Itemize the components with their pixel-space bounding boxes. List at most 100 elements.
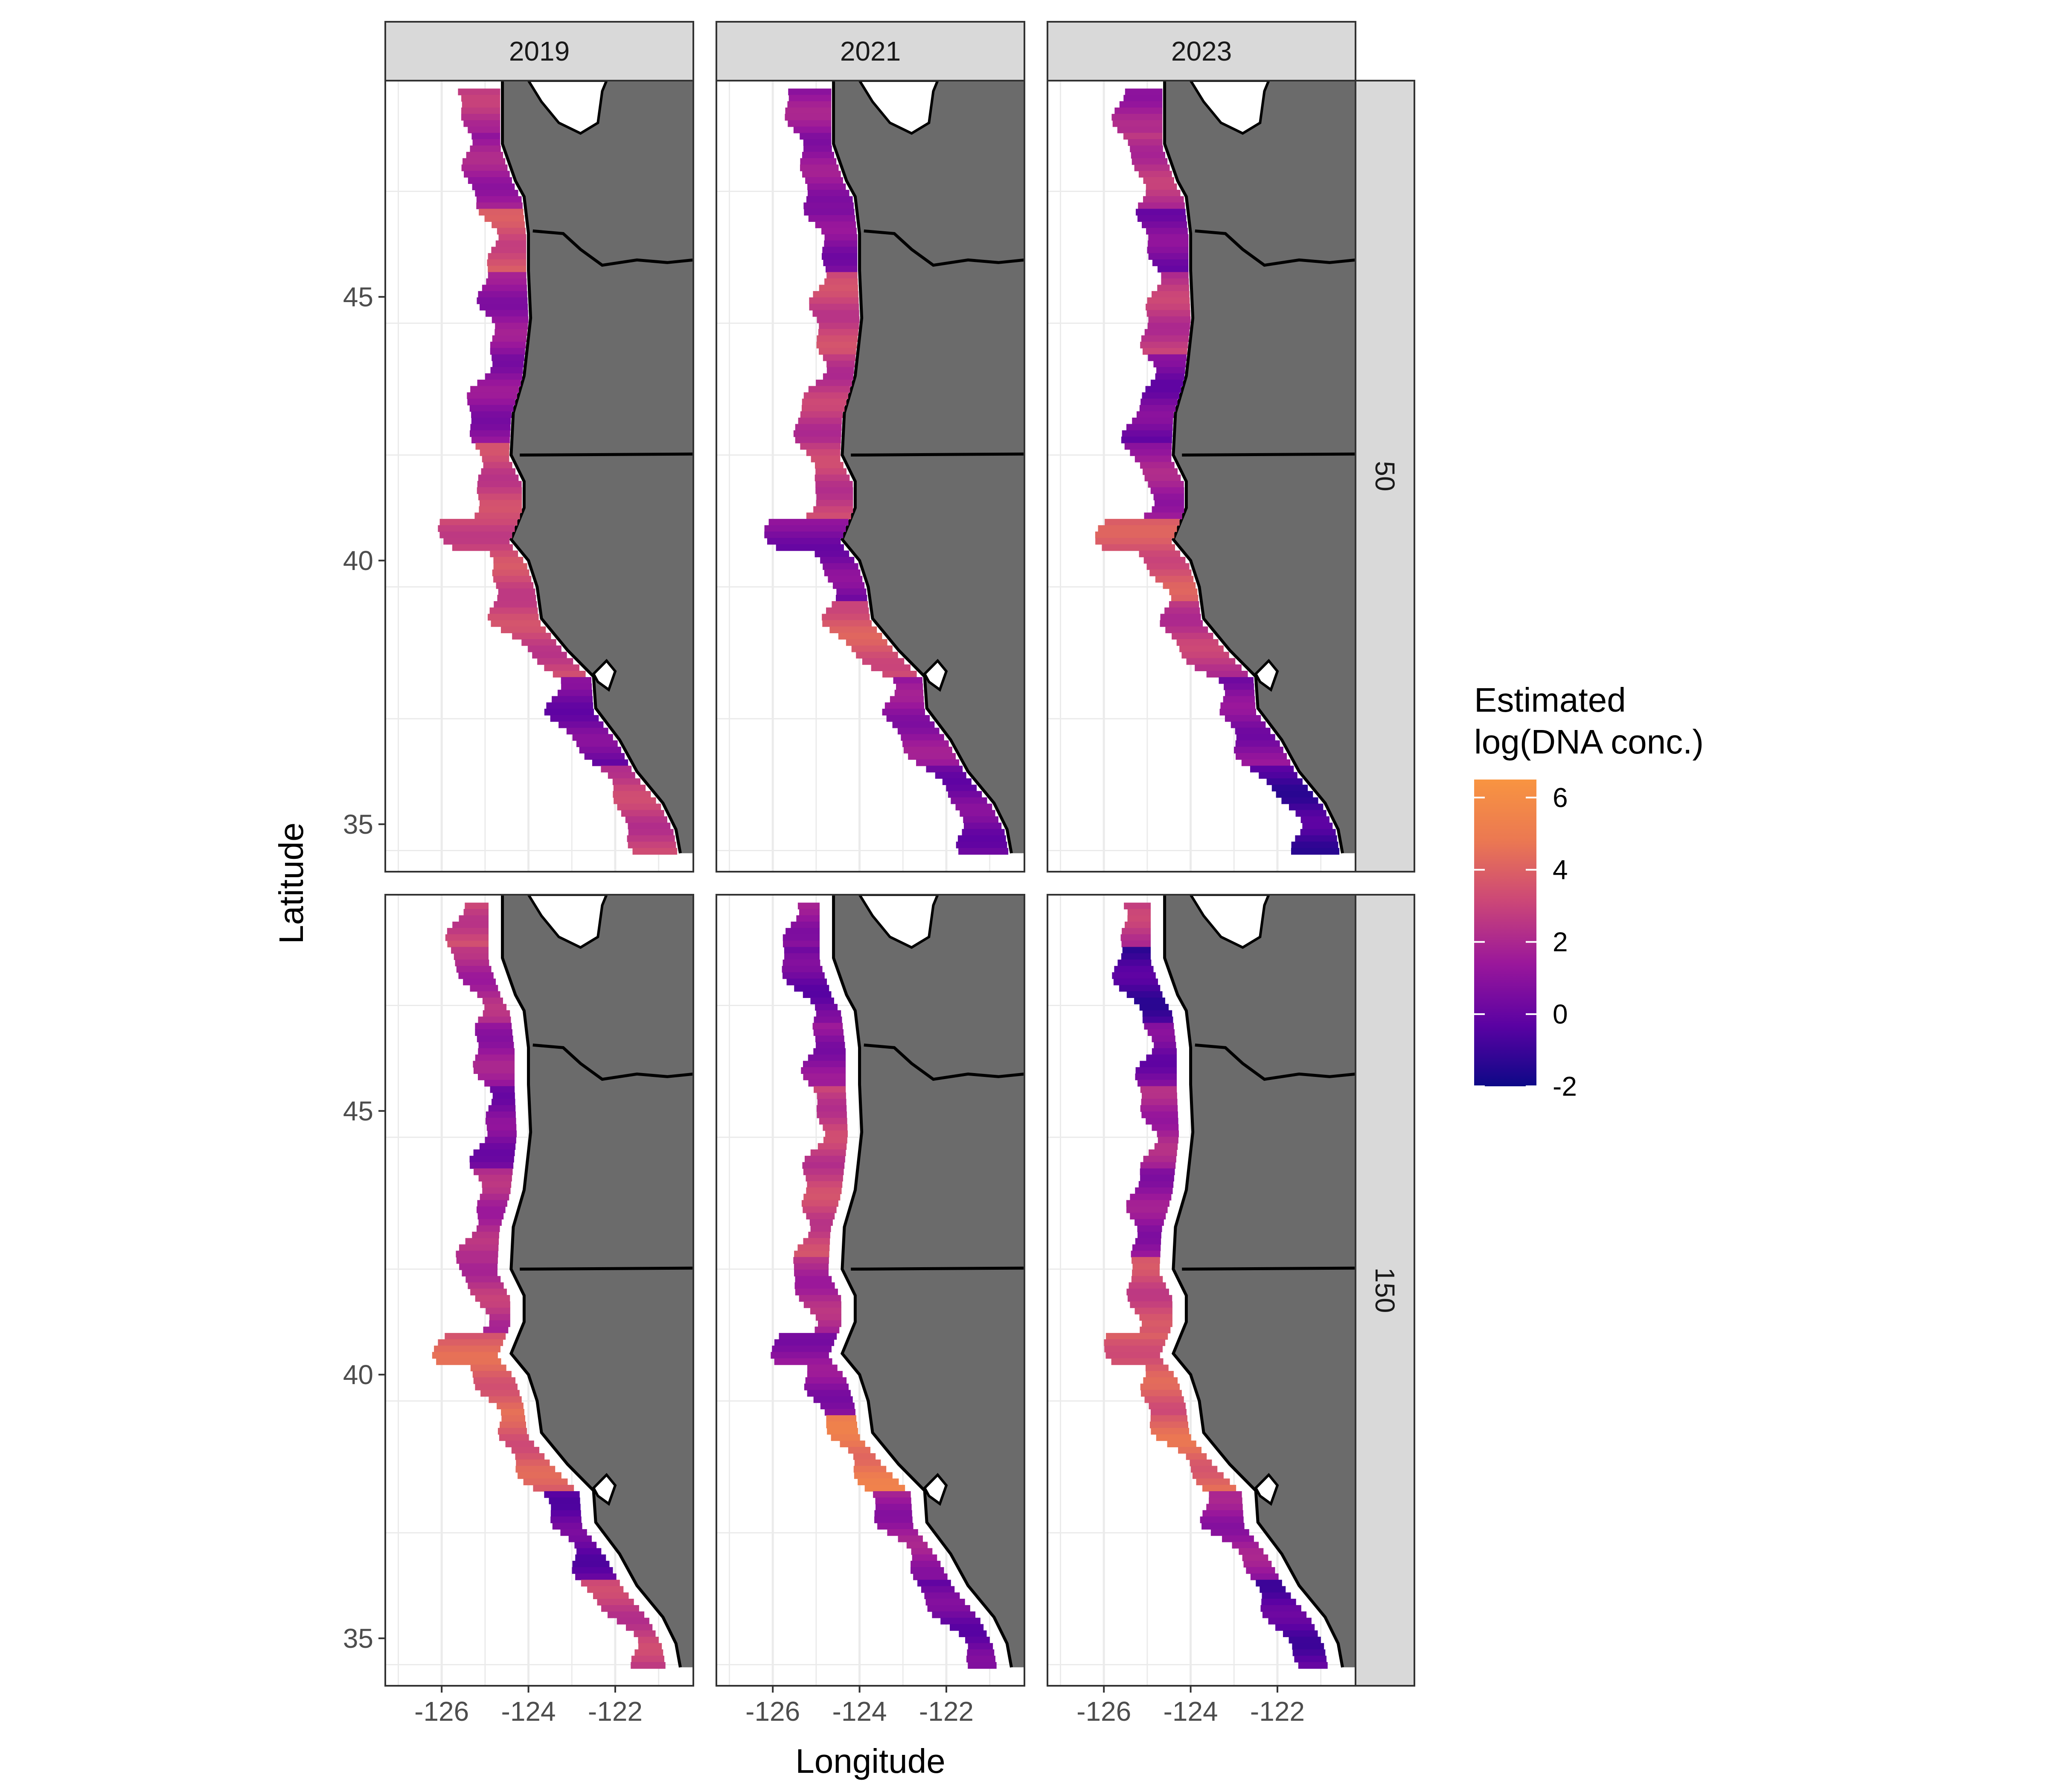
dna-cell: [627, 835, 675, 842]
facet-strip-year-2019: 2019: [384, 21, 694, 81]
dna-cell: [788, 95, 832, 102]
dna-cell: [1095, 538, 1172, 545]
dna-cell: [1130, 1193, 1172, 1201]
dna-cell: [1152, 259, 1189, 266]
dna-cell: [1148, 234, 1189, 241]
dna-cell: [628, 841, 676, 849]
dna-cell: [798, 417, 842, 425]
dna-cell: [799, 1295, 841, 1302]
dna-cell: [823, 1124, 848, 1131]
dna-cell: [812, 310, 859, 317]
dna-cell: [1137, 1225, 1162, 1232]
x-tick-label: -124: [832, 1696, 887, 1727]
dna-cell: [808, 386, 850, 393]
dna-cell: [478, 1073, 515, 1080]
dna-cell: [946, 785, 977, 791]
dna-cell: [601, 1605, 639, 1612]
dna-heat-band: [771, 902, 997, 1669]
dna-cell: [1256, 1580, 1282, 1587]
dna-cell: [932, 1611, 976, 1618]
dna-cell: [438, 1339, 503, 1346]
dna-cell: [1146, 1054, 1177, 1062]
dna-cell: [800, 133, 832, 140]
dna-cell: [1140, 1105, 1178, 1112]
dna-cell: [486, 278, 527, 285]
dna-cell: [1144, 1396, 1184, 1403]
map-panel-2023-150: [1047, 894, 1356, 1687]
dna-cell: [608, 772, 635, 779]
dna-cell: [800, 443, 841, 450]
dna-cell: [491, 620, 541, 627]
dna-cell: [1219, 709, 1257, 716]
dna-cell: [832, 582, 865, 589]
dna-cell: [807, 1364, 838, 1372]
dna-cell: [825, 1130, 848, 1137]
dna-cell: [826, 1415, 856, 1422]
state-border-wa-or: [532, 1043, 693, 1081]
dna-cell: [488, 614, 539, 621]
dna-cell: [877, 1523, 913, 1530]
dna-cell: [1250, 765, 1294, 773]
dna-cell: [958, 848, 1009, 855]
dna-cell: [613, 791, 651, 798]
dna-cell: [477, 481, 522, 488]
dna-cell: [476, 196, 522, 203]
dna-cell: [807, 1371, 843, 1378]
dna-cell: [1161, 272, 1189, 279]
dna-cell: [940, 1617, 980, 1625]
dna-cell: [764, 525, 846, 532]
dna-cell: [480, 1390, 520, 1397]
dna-cell: [1131, 1276, 1163, 1283]
strip-background: [1047, 21, 1356, 81]
map-panel-2023-50: [1047, 80, 1356, 873]
dna-cell: [572, 734, 613, 741]
dna-cell: [1135, 1067, 1177, 1074]
dna-cell: [828, 576, 863, 583]
dna-cell: [1239, 1548, 1264, 1555]
dna-cell: [917, 1580, 951, 1587]
dna-cell: [1129, 1282, 1166, 1289]
dna-cell: [471, 411, 512, 418]
dna-cell: [1223, 696, 1255, 703]
dna-cell: [1139, 1314, 1172, 1321]
legend-title-line-2: log(DNA conc.): [1474, 723, 1704, 761]
dna-cell: [1148, 316, 1191, 323]
dna-cell: [962, 829, 1005, 836]
dna-cell: [1196, 1478, 1230, 1486]
dna-cell: [463, 120, 500, 127]
dna-cell: [1236, 734, 1275, 741]
dna-cell: [824, 240, 858, 247]
dna-cell: [486, 1307, 510, 1315]
inland-water: [858, 81, 939, 135]
dna-cell: [496, 582, 534, 589]
dna-cell: [813, 291, 858, 298]
dna-cell: [470, 424, 511, 431]
dna-cell: [824, 1409, 855, 1416]
dna-cell: [894, 689, 924, 697]
dna-cell: [601, 765, 632, 773]
dna-cell: [882, 709, 925, 716]
dna-cell: [478, 1219, 502, 1226]
dna-cell: [1142, 221, 1187, 228]
dna-cell: [1236, 753, 1287, 760]
dna-cell: [632, 848, 678, 855]
dna-cell: [1222, 1535, 1254, 1542]
land: [832, 895, 1024, 1668]
dna-cell: [464, 171, 510, 178]
dna-cell: [795, 1276, 832, 1283]
state-border-wa-or: [1195, 1043, 1356, 1081]
dna-cell: [813, 1396, 853, 1403]
land-mass: [833, 895, 1024, 1667]
dna-cell: [803, 145, 832, 152]
dna-cell: [1122, 430, 1172, 437]
dna-cell: [1260, 1586, 1286, 1593]
dna-cell: [544, 1491, 580, 1498]
dna-cell: [817, 1099, 847, 1106]
dna-cell: [1206, 671, 1248, 678]
dna-cell: [827, 1428, 858, 1435]
dna-cell: [786, 978, 827, 986]
dna-cell: [1148, 354, 1187, 361]
dna-cell: [1098, 525, 1177, 532]
dna-cell: [1142, 1010, 1172, 1017]
